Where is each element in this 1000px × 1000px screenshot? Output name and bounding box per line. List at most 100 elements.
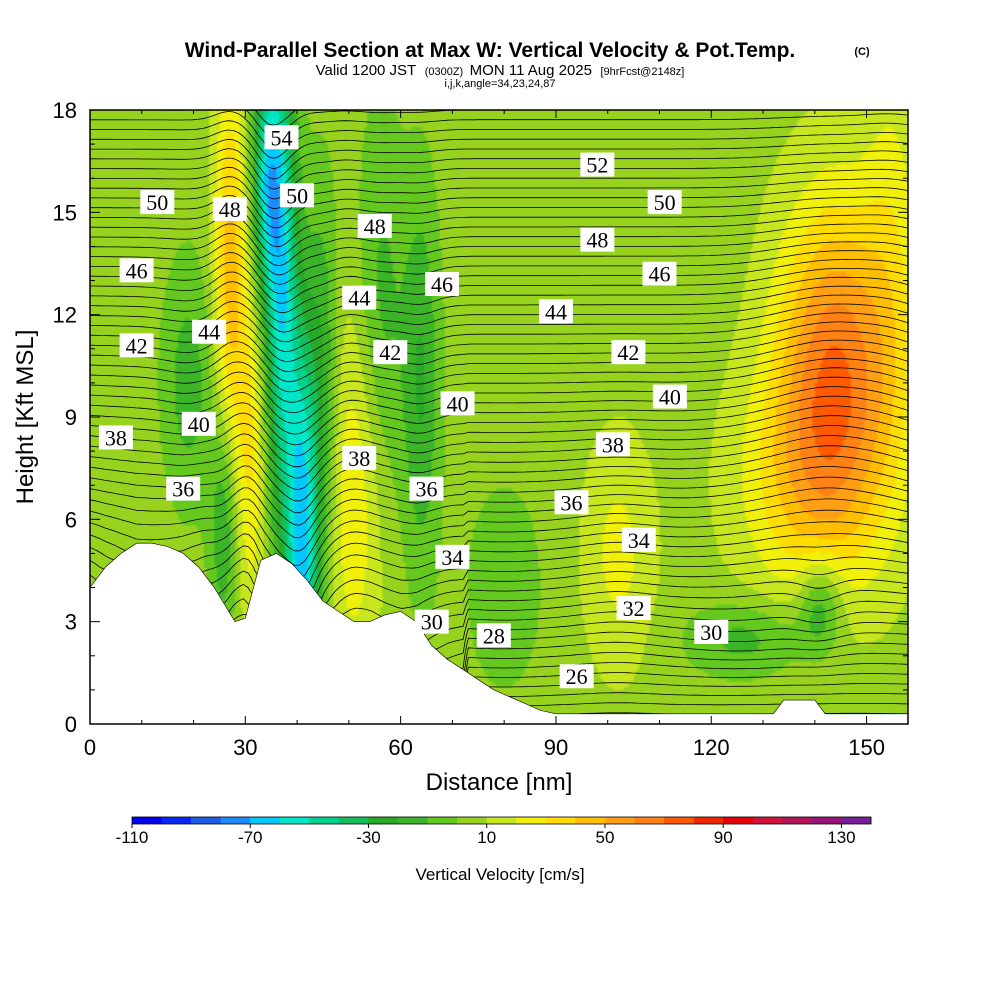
contour-label-box — [342, 445, 377, 470]
theta-contour-line — [90, 435, 908, 502]
subtitle-utc: (0300Z) — [425, 66, 464, 78]
colorbar-swatch — [811, 817, 842, 824]
contour-label: 42 — [611, 340, 646, 365]
colorbar-tick-label: -30 — [356, 828, 381, 847]
colorbar-label: Vertical Velocity [cm/s] — [415, 865, 584, 884]
theta-contour-line — [90, 120, 908, 159]
contour-label-box — [409, 476, 444, 501]
theta-contour-line — [90, 232, 908, 276]
subtitle-forecast: [9hrFcst@2148z] — [600, 66, 684, 78]
contour-label: 32 — [616, 596, 651, 621]
chart-indices: i,j,k,angle=34,23,24,87 — [444, 78, 555, 90]
contour-label: 46 — [642, 261, 677, 287]
contour-label-text: 30 — [421, 610, 443, 635]
contour-label-box — [357, 213, 392, 238]
contour-label: 38 — [595, 432, 630, 457]
contour-label: 50 — [280, 183, 315, 208]
contour-label-box — [181, 411, 216, 436]
contour-label: 46 — [119, 258, 154, 283]
contour-label: 44 — [192, 319, 227, 345]
terrain-mask — [90, 542, 908, 724]
theta-contour-line — [90, 285, 908, 333]
y-tick-label: 18 — [53, 98, 77, 123]
contour-label: 34 — [621, 527, 656, 553]
colorbar-swatch — [545, 817, 576, 824]
chart-subtitle: Valid 1200 JST (0300Z) MON 11 Aug 2025 [… — [316, 62, 685, 79]
contour-label: 30 — [694, 619, 729, 645]
theta-contour-line — [90, 445, 908, 514]
colorbar-tick-label: 90 — [714, 828, 733, 847]
colorbar-swatch — [250, 817, 281, 824]
contour-label: 44 — [342, 285, 377, 311]
contour-label: 40 — [652, 384, 687, 410]
contour-label-box — [373, 340, 408, 365]
theta-contour-line — [90, 195, 908, 238]
contour-label-box — [440, 391, 475, 416]
colorbar-swatch — [161, 817, 192, 824]
colorbar-swatch — [191, 817, 221, 824]
y-tick-label: 0 — [65, 712, 77, 737]
contour-label-text: 40 — [188, 412, 210, 437]
contour-label: 34 — [435, 544, 470, 570]
y-tick-label: 3 — [65, 610, 77, 635]
contour-label-text: 46 — [431, 272, 453, 297]
colorbar-tick-label: 130 — [827, 828, 855, 847]
contour-label-text: 38 — [105, 425, 127, 450]
colorbar-swatch — [516, 817, 547, 824]
theta-contour-line — [90, 276, 908, 323]
colorbar-swatch — [427, 817, 458, 824]
contour-label-box — [580, 152, 615, 177]
colorbar-swatch — [398, 817, 428, 824]
y-tick-label: 9 — [65, 405, 77, 430]
contour-label-box — [280, 183, 315, 208]
contour-label-box — [621, 527, 656, 552]
contour-label-text: 44 — [348, 286, 370, 311]
contour-label: 38 — [98, 425, 133, 450]
contour-label: 52 — [580, 152, 615, 178]
x-axis-label: Distance [nm] — [426, 769, 573, 796]
contour-label-box — [476, 623, 511, 648]
theta-contour-labels: 54 52 50 50 50 48 48 48 46 46 46 44 44 44 42 42 42 40 40 40… — [98, 125, 729, 689]
contour-label-box — [425, 271, 460, 296]
contour-label-box — [342, 285, 377, 310]
colorbar-frame — [131, 816, 872, 825]
x-tick-label: 90 — [544, 735, 568, 760]
theta-contour-line — [90, 223, 908, 267]
contour-label: 36 — [554, 490, 589, 515]
theta-contour-line — [90, 358, 908, 414]
contour-label-text: 50 — [286, 183, 308, 208]
x-tick-label: 60 — [388, 735, 412, 760]
contour-label-box — [694, 619, 729, 644]
y-tick-label: 15 — [53, 200, 77, 225]
contour-label: 46 — [425, 271, 460, 297]
contour-label: 48 — [357, 213, 392, 239]
contour-label-text: 42 — [379, 340, 401, 365]
colorbar-swatch — [634, 817, 665, 824]
colorbar-swatch — [368, 817, 399, 824]
contour-label-text: 36 — [560, 490, 582, 515]
contour-label: 42 — [119, 333, 154, 358]
contour-label-box — [192, 319, 227, 344]
contour-label-box — [538, 299, 573, 324]
contour-label-box — [580, 227, 615, 252]
contour-label-text: 34 — [628, 528, 650, 553]
contour-label: 50 — [647, 190, 682, 215]
contour-label-text: 42 — [126, 333, 148, 358]
contour-label-text: 50 — [146, 190, 168, 215]
x-tick-label: 0 — [84, 735, 96, 760]
contour-label-text: 48 — [364, 214, 386, 239]
contour-label: 50 — [140, 190, 175, 215]
colorbar-swatch — [220, 817, 251, 824]
contour-label-text: 38 — [348, 446, 370, 471]
contour-label-text: 38 — [602, 432, 624, 457]
contour-label-box — [554, 490, 589, 515]
contour-label-text: 40 — [447, 391, 469, 416]
theta-contour-line — [90, 348, 908, 403]
theta-contour-line — [90, 476, 908, 552]
contour-label-box — [119, 258, 154, 283]
theta-contour-line — [90, 487, 908, 566]
colorbar-swatch — [279, 817, 310, 824]
contour-label-text: 28 — [483, 623, 505, 648]
colorbar-swatch — [664, 817, 694, 824]
contour-label: 36 — [166, 476, 201, 502]
